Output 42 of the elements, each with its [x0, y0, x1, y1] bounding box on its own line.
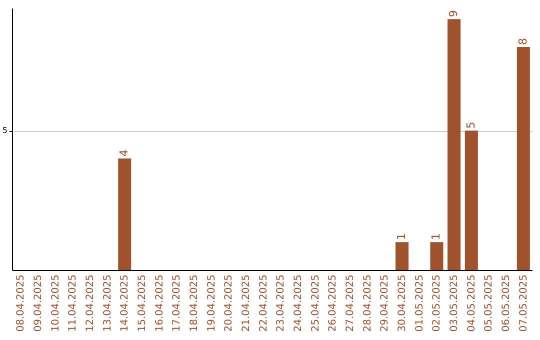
x-tick-label: 05.05.2025 — [484, 274, 495, 332]
data-label: 9 — [447, 10, 460, 18]
x-tick-label: 28.04.2025 — [362, 274, 374, 332]
x-tick-label: 29.04.2025 — [380, 274, 391, 332]
x-tick-label: 04.05.2025 — [466, 274, 478, 332]
x-tick-label: 20.04.2025 — [224, 274, 235, 332]
x-tick-label: 24.04.2025 — [293, 274, 304, 332]
data-label: 1 — [430, 233, 443, 240]
data-label: 1 — [395, 233, 408, 240]
bar — [448, 19, 461, 270]
x-tick-label: 19.04.2025 — [206, 274, 218, 332]
x-tick-label: 08.04.2025 — [16, 274, 27, 332]
x-tick-label: 18.04.2025 — [188, 274, 200, 332]
x-tick-label: 13.04.2025 — [102, 274, 114, 332]
data-label: 5 — [464, 122, 478, 129]
x-tick-label: 11.04.2025 — [68, 274, 79, 332]
x-tick-label: 14.04.2025 — [120, 274, 131, 332]
x-tick-label: 15.04.2025 — [136, 274, 148, 332]
x-tick-label: 25.04.2025 — [310, 274, 322, 332]
bar — [118, 158, 132, 270]
x-tick-label: 01.05.2025 — [414, 274, 426, 332]
x-tick-label: 17.04.2025 — [172, 274, 183, 332]
x-tick-label: 30.04.2025 — [397, 274, 408, 332]
x-tick-label: 16.04.2025 — [154, 274, 166, 332]
x-tick-label: 06.05.2025 — [501, 274, 512, 332]
x-tick-label: 03.05.2025 — [449, 274, 460, 332]
data-label: 8 — [516, 38, 530, 46]
bar — [430, 242, 444, 270]
x-tick-label: 26.04.2025 — [328, 274, 339, 332]
bar — [396, 242, 409, 270]
x-tick-label: 22.04.2025 — [258, 274, 270, 332]
x-tick-label: 23.04.2025 — [276, 274, 287, 332]
x-tick-label: 12.04.2025 — [84, 274, 96, 332]
x-tick-label: 07.05.2025 — [518, 274, 530, 332]
x-tick-label: 21.04.2025 — [240, 274, 252, 332]
x-tick-label: 10.04.2025 — [50, 274, 62, 332]
x-tick-label: 09.04.2025 — [32, 274, 44, 332]
bar — [516, 47, 530, 270]
bar — [464, 130, 478, 270]
x-tick-label: 02.05.2025 — [432, 274, 443, 332]
data-label: 4 — [118, 150, 131, 157]
x-tick-label: 27.04.2025 — [345, 274, 356, 332]
